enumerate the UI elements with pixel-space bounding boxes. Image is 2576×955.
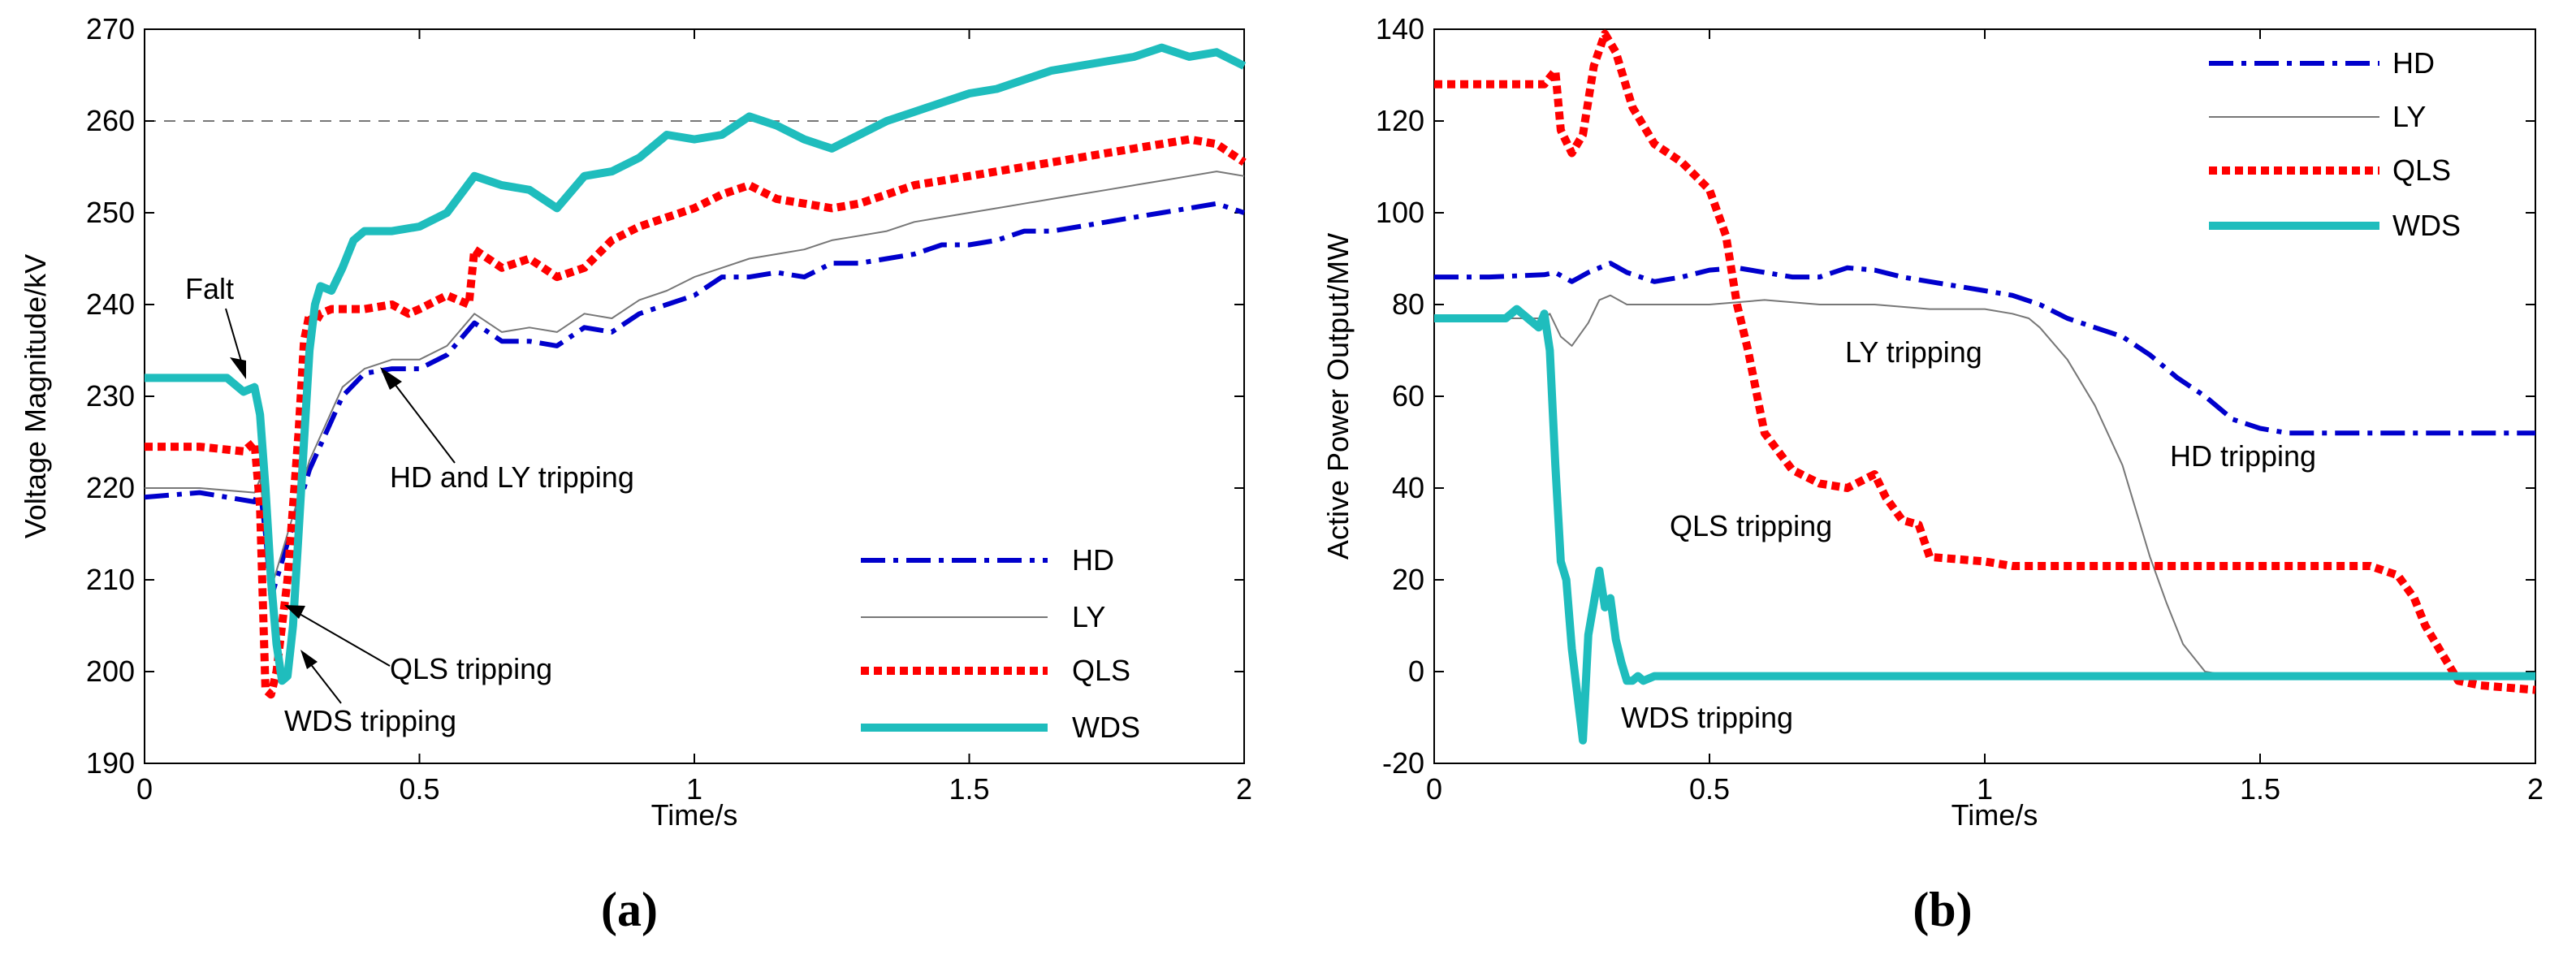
chart-a: 190 200 210 220 230 240 250 260 270 0 0.5 1 1.5 2 Ti… [19, 12, 1252, 936]
annotation-wds-tripping: WDS tripping [284, 704, 456, 737]
chart-b-annotations: LY tripping HD tripping QLS tripping WDS… [1621, 335, 2316, 734]
chart-a-series [144, 43, 1247, 699]
chart-b-ylabel: Active Power Output/MW [1321, 233, 1355, 560]
chart-a-xtick-label: 0.5 [399, 772, 439, 806]
legend-b-ly-label: LY [2392, 100, 2426, 133]
chart-a-ytick-label: 210 [86, 563, 135, 596]
chart-b-legend: HD LY QLS WDS [2209, 46, 2461, 242]
chart-a-xtick-label: 0 [136, 772, 153, 806]
legend-b-wds-label: WDS [2392, 209, 2461, 242]
chart-b-xtick-label: 2 [2527, 772, 2544, 806]
chart-a-xlabel: Time/s [651, 798, 738, 832]
chart-b-ytick-label: 0 [1408, 655, 1424, 688]
annotation-hd-ly-arrow-line [389, 377, 456, 464]
chart-b-ytick-label: -20 [1382, 746, 1424, 780]
annotation-wds-arrow-line [306, 659, 342, 704]
annotation-wds-arrowhead [300, 650, 318, 669]
chart-a-ytick-label: 250 [86, 196, 135, 229]
chart-a-series-ly [145, 171, 1245, 590]
chart-a-xticks: 0 0.5 1 1.5 2 [136, 29, 1252, 806]
annotation-qls-arrow-line [293, 610, 391, 667]
chart-a-ytick-label: 270 [86, 12, 135, 45]
chart-b-xtick-label: 0 [1426, 772, 1442, 806]
chart-a-xtick-label: 2 [1236, 772, 1252, 806]
chart-a-ytick-label: 190 [86, 746, 135, 780]
chart-a-series-wds [145, 43, 1247, 685]
chart-b-frame [1433, 28, 2536, 764]
annotation-falt-arrowhead [230, 357, 246, 379]
chart-b-ytick-label: 120 [1376, 104, 1424, 137]
chart-b-xtick-label: 0.5 [1689, 772, 1730, 806]
chart-a-annotations: Falt HD and LY tripping QLS tripping WDS… [185, 272, 634, 737]
chart-b-series [1434, 29, 2536, 745]
chart-b-series-hd [1434, 261, 2535, 436]
chart-b-ytick-label: 80 [1392, 287, 1424, 321]
chart-b-series-ly [1434, 294, 2535, 677]
chart-b-panel-label: (b) [1913, 883, 1972, 936]
annotation-qls-tripping: QLS tripping [390, 652, 552, 685]
chart-a-xtick-label: 1.5 [949, 772, 989, 806]
chart-a-ytick-label: 220 [86, 471, 135, 504]
chart-b-xticks: 0 0.5 1 1.5 2 [1426, 29, 2544, 806]
chart-b-yticks: -20 0 20 40 60 80 100 120 140 [1376, 12, 2535, 780]
annotation-hd-ly-tripping: HD and LY tripping [390, 460, 634, 494]
chart-b-ytick-label: 100 [1376, 196, 1424, 229]
annotation-hd-tripping: HD tripping [2170, 439, 2316, 473]
chart-b-xlabel: Time/s [1951, 798, 2038, 832]
chart-a-series-qls [145, 135, 1247, 699]
annotation-qls-tripping-b: QLS tripping [1670, 509, 1832, 542]
legend-b-hd-label: HD [2392, 46, 2435, 80]
chart-b-ytick-label: 60 [1392, 379, 1424, 413]
chart-a-panel-label: (a) [601, 883, 658, 936]
chart-a-ytick-label: 200 [86, 655, 135, 688]
chart-a-ytick-label: 240 [86, 287, 135, 321]
annotation-falt-arrow-line [225, 308, 244, 370]
annotation-qls-arrowhead [284, 605, 305, 619]
legend-a-ly-label: LY [1072, 600, 1105, 633]
chart-b-series-wds [1434, 305, 2535, 745]
annotation-hd-ly-arrowhead [380, 367, 402, 390]
annotation-falt: Falt [185, 272, 234, 305]
chart-a-legend: HD LY QLS WDS [861, 543, 1140, 744]
chart-b-series-qls [1434, 29, 2536, 694]
chart-b-ytick-label: 40 [1392, 471, 1424, 504]
chart-b-xtick-label: 1 [1977, 772, 1993, 806]
legend-a-wds-label: WDS [1072, 711, 1140, 744]
legend-a-hd-label: HD [1072, 543, 1114, 577]
legend-b-qls-label: QLS [2392, 153, 2451, 187]
annotation-wds-tripping-b: WDS tripping [1621, 701, 1793, 734]
chart-a-ylabel: Voltage Magnitude/kV [19, 254, 52, 538]
legend-a-qls-label: QLS [1072, 654, 1130, 687]
chart-a-ytick-label: 230 [86, 379, 135, 413]
chart-a-xtick-label: 1 [686, 772, 702, 806]
chart-a-yticks: 190 200 210 220 230 240 250 260 270 [86, 12, 1244, 780]
chart-b-ytick-label: 20 [1392, 563, 1424, 596]
chart-b-xtick-label: 1.5 [2240, 772, 2280, 806]
annotation-ly-tripping: LY tripping [1845, 335, 1982, 369]
chart-a-ytick-label: 260 [86, 104, 135, 137]
chart-b-ytick-label: 140 [1376, 12, 1424, 45]
